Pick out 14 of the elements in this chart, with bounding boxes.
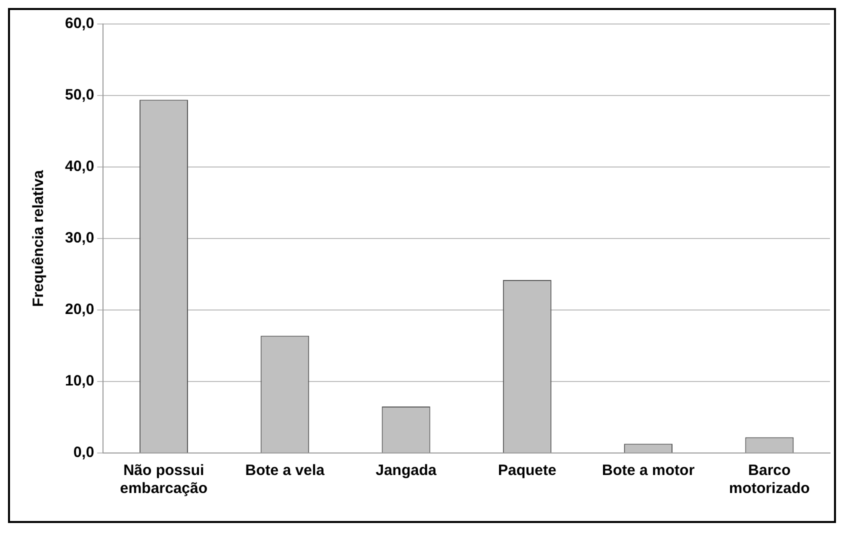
- y-tick-label: 0,0: [73, 444, 94, 462]
- y-tick-label: 30,0: [64, 230, 94, 247]
- x-tick-label: Barco motorizado: [729, 462, 810, 498]
- x-tick-label: Paquete: [498, 462, 556, 480]
- y-tick-label: 40,0: [64, 158, 94, 176]
- y-tick-label: 10,0: [64, 372, 94, 390]
- x-tick-label: Bote a vela: [245, 462, 326, 480]
- x-tick-label: Jangada: [376, 462, 438, 480]
- x-tick-label: Não possui embarcação: [120, 462, 208, 498]
- x-tick-label: Bote a motor: [602, 462, 695, 480]
- y-tick-label: 20,0: [64, 301, 94, 318]
- y-tick-label: 50,0: [64, 86, 94, 104]
- y-tick-label: 60,0: [64, 15, 94, 32]
- y-axis-title: Frequência relativa: [30, 169, 48, 307]
